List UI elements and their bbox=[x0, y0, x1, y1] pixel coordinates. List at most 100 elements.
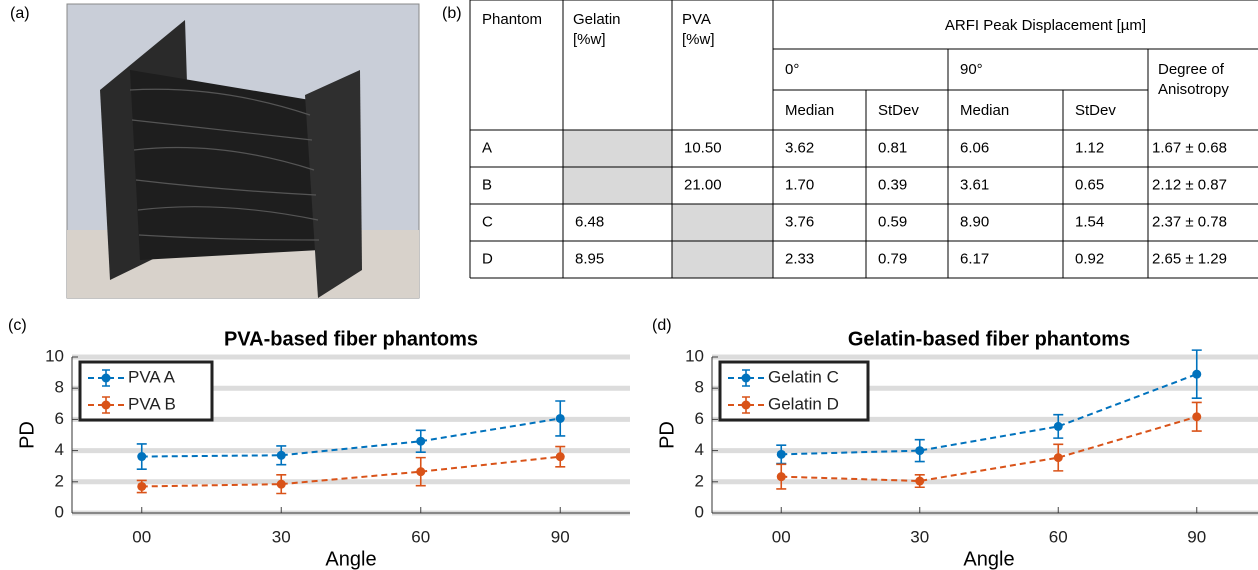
legend-box bbox=[78, 360, 214, 422]
legend-label: Gelatin D bbox=[768, 394, 839, 413]
data-point bbox=[555, 413, 565, 423]
y-tick-label: 8 bbox=[695, 378, 704, 397]
y-tick-label: 2 bbox=[695, 471, 704, 490]
data-point bbox=[276, 479, 286, 489]
data-point bbox=[1053, 421, 1063, 431]
table-text: [%w] bbox=[682, 31, 715, 48]
table-text: [%w] bbox=[573, 31, 606, 48]
table-text: Anisotropy bbox=[1158, 81, 1229, 98]
table-text: B bbox=[482, 176, 492, 193]
y-tick-label: 0 bbox=[55, 502, 64, 521]
legend-label: Gelatin C bbox=[768, 367, 839, 386]
table-text: 6.48 bbox=[575, 213, 604, 230]
table-text: 0.79 bbox=[878, 250, 907, 267]
y-tick-label: 0 bbox=[695, 502, 704, 521]
table-text: 8.95 bbox=[575, 250, 604, 267]
table-text: 2.33 bbox=[785, 250, 814, 267]
data-point bbox=[1192, 369, 1202, 379]
y-tick-label: 10 bbox=[685, 346, 704, 365]
table-text: 0.59 bbox=[878, 213, 907, 230]
table-text: 1.54 bbox=[1075, 213, 1104, 230]
table-text: 0.39 bbox=[878, 176, 907, 193]
legend-label: PVA B bbox=[128, 394, 176, 413]
table-text: A bbox=[482, 139, 492, 156]
y-tick-label: 10 bbox=[45, 346, 64, 365]
table-text: PVA bbox=[682, 11, 711, 28]
y-axis-label: PD bbox=[656, 421, 678, 449]
data-point bbox=[416, 467, 426, 477]
data-point bbox=[1192, 412, 1202, 422]
x-tick-label: 00 bbox=[772, 527, 791, 546]
y-tick-label: 2 bbox=[55, 471, 64, 490]
legend-marker bbox=[101, 373, 111, 383]
table-text: 8.90 bbox=[960, 213, 989, 230]
y-tick-label: 4 bbox=[55, 440, 64, 459]
data-point bbox=[276, 450, 286, 460]
table-text: 90° bbox=[960, 61, 983, 78]
table-text: 1.12 bbox=[1075, 139, 1104, 156]
legend-marker bbox=[741, 400, 751, 410]
table-text: StDev bbox=[1075, 102, 1116, 119]
series-line bbox=[781, 415, 1198, 483]
x-tick-label: 60 bbox=[1049, 527, 1068, 546]
panel-label: (b) bbox=[442, 5, 462, 22]
table-text: 10.50 bbox=[684, 139, 722, 156]
table-text: ARFI Peak Displacement [µm] bbox=[945, 17, 1146, 34]
y-tick-label: 8 bbox=[55, 378, 64, 397]
y-axis-label: PD bbox=[16, 421, 38, 449]
x-axis-label: Angle bbox=[963, 548, 1014, 570]
table-text: 0.65 bbox=[1075, 176, 1104, 193]
x-tick-label: 90 bbox=[1187, 527, 1206, 546]
legend-marker bbox=[101, 400, 111, 410]
table-text: 2.37 ± 0.78 bbox=[1152, 213, 1227, 230]
x-tick-label: 30 bbox=[272, 527, 291, 546]
y-tick-label: 6 bbox=[695, 409, 704, 428]
legend-label: PVA A bbox=[128, 367, 176, 386]
table-text: 0° bbox=[785, 61, 799, 78]
series-line bbox=[781, 373, 1198, 456]
table-text: Degree of bbox=[1158, 61, 1225, 78]
table-text: 0.81 bbox=[878, 139, 907, 156]
x-axis-label: Angle bbox=[325, 548, 376, 570]
table-text: 1.70 bbox=[785, 176, 814, 193]
x-tick-label: 30 bbox=[910, 527, 929, 546]
legend-marker bbox=[741, 373, 751, 383]
panel-label: (d) bbox=[652, 317, 672, 334]
table-text: 0.92 bbox=[1075, 250, 1104, 267]
table-text: 1.67 ± 0.68 bbox=[1152, 139, 1227, 156]
x-tick-label: 00 bbox=[132, 527, 151, 546]
data-point bbox=[776, 449, 786, 459]
data-point bbox=[1053, 453, 1063, 463]
table-text: Median bbox=[785, 102, 834, 119]
data-point bbox=[776, 472, 786, 482]
table-text: 6.06 bbox=[960, 139, 989, 156]
table-text: 3.62 bbox=[785, 139, 814, 156]
table-text: 6.17 bbox=[960, 250, 989, 267]
panel-label: (c) bbox=[8, 317, 27, 334]
y-tick-label: 6 bbox=[55, 409, 64, 428]
y-tick-label: 4 bbox=[695, 440, 704, 459]
x-tick-label: 60 bbox=[411, 527, 430, 546]
data-point bbox=[555, 452, 565, 462]
table-text: 2.12 ± 0.87 bbox=[1152, 176, 1227, 193]
x-tick-label: 90 bbox=[551, 527, 570, 546]
panel-label: (a) bbox=[10, 5, 30, 22]
table-text: StDev bbox=[878, 102, 919, 119]
table-text: 21.00 bbox=[684, 176, 722, 193]
table-text: 3.76 bbox=[785, 213, 814, 230]
legend-box bbox=[718, 360, 870, 422]
table-text: D bbox=[482, 250, 493, 267]
table-text: C bbox=[482, 213, 493, 230]
table-text: 2.65 ± 1.29 bbox=[1152, 250, 1227, 267]
series-line bbox=[141, 417, 561, 458]
table-text: Phantom bbox=[482, 11, 542, 28]
data-point bbox=[137, 452, 147, 462]
data-point bbox=[416, 436, 426, 446]
chart-title: PVA-based fiber phantoms bbox=[224, 328, 478, 350]
chart-title: Gelatin-based fiber phantoms bbox=[848, 328, 1130, 350]
data-point bbox=[137, 481, 147, 491]
data-point bbox=[915, 476, 925, 486]
photo bbox=[66, 3, 420, 299]
table-text: Gelatin bbox=[573, 11, 621, 28]
